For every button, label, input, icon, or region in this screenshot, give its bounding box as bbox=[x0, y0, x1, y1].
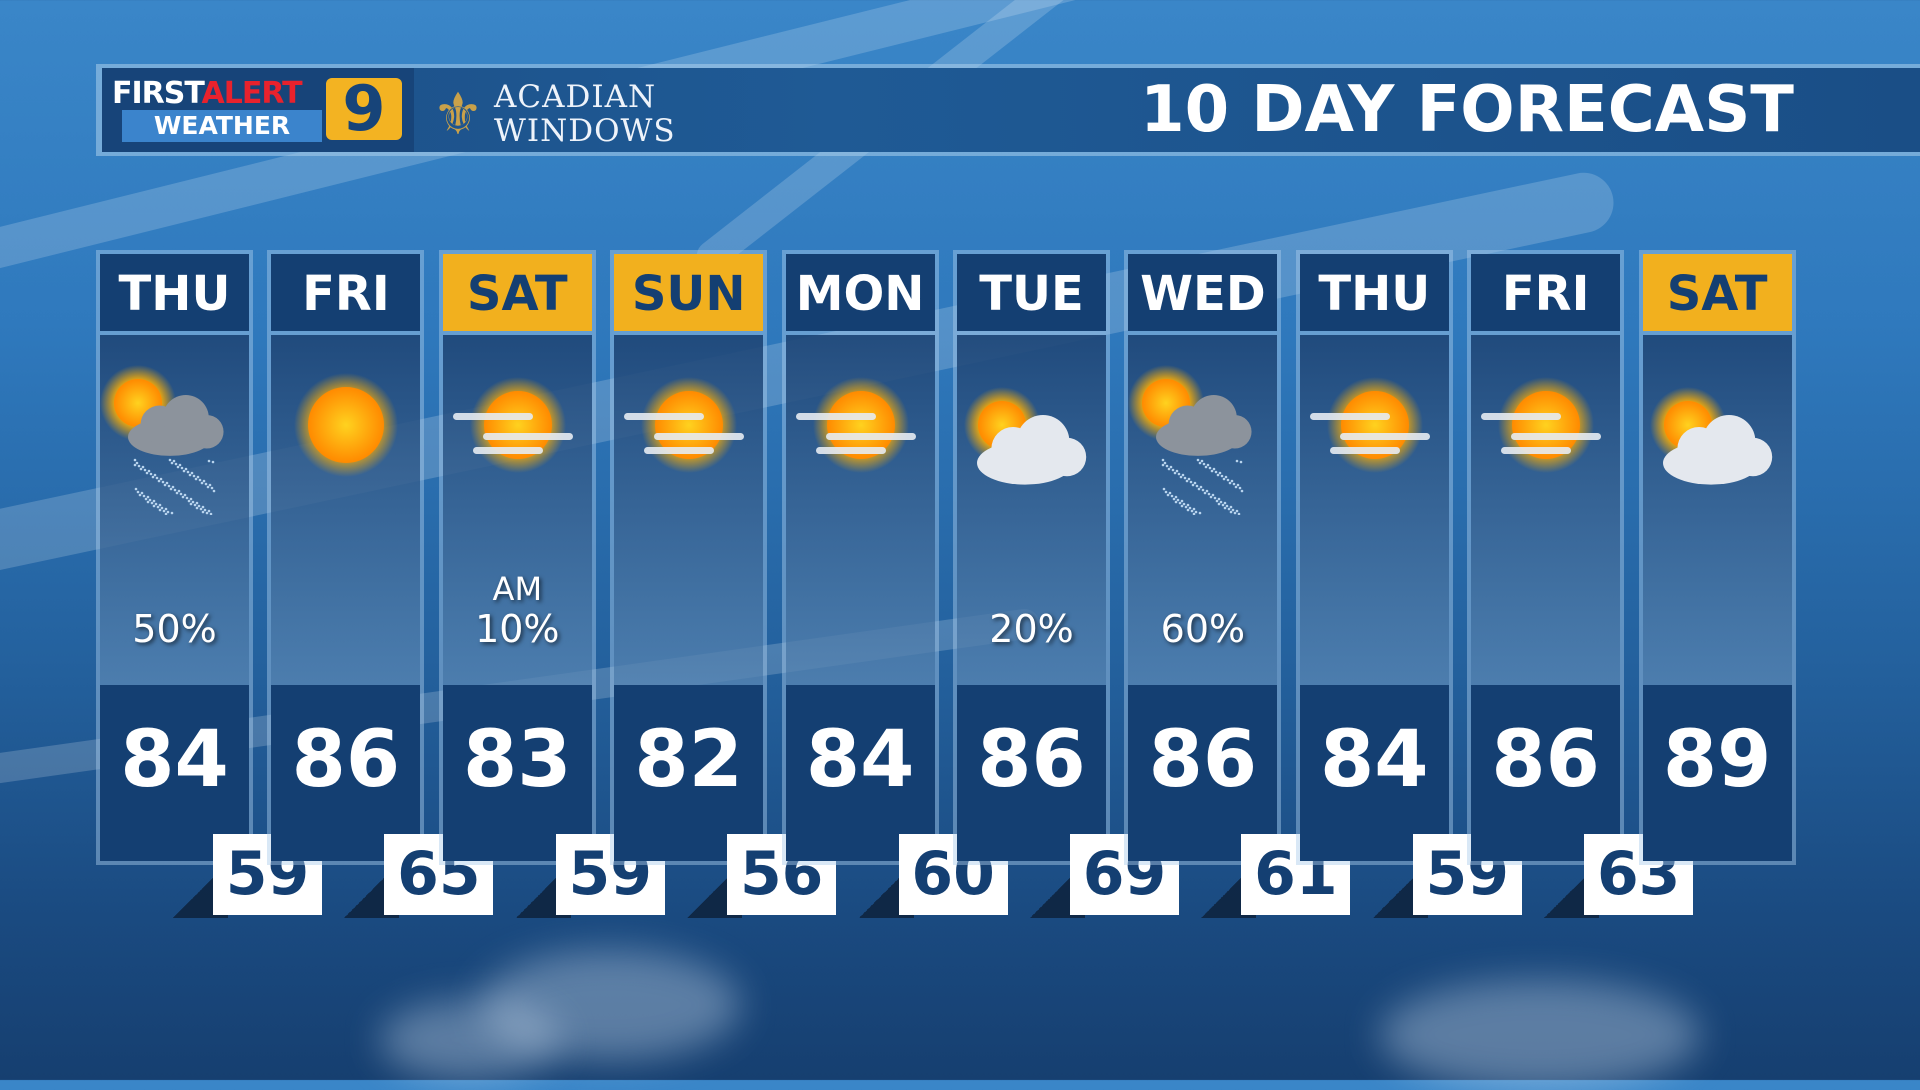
background-cloud bbox=[1380, 980, 1700, 1090]
conditions-panel bbox=[1642, 335, 1792, 685]
high-temp: 82 bbox=[614, 685, 764, 861]
precip-note: AM bbox=[492, 570, 543, 608]
logo-weather: WEATHER bbox=[122, 110, 322, 142]
day-column: THU 84 bbox=[1295, 250, 1453, 865]
day-label: WED bbox=[1128, 254, 1278, 331]
fleur-de-lis-icon: ⚜ bbox=[432, 80, 484, 148]
conditions-panel bbox=[1299, 335, 1449, 685]
day-label: TUE bbox=[957, 254, 1106, 331]
day-label: THU bbox=[1299, 254, 1449, 331]
high-temp: 84 bbox=[100, 685, 249, 861]
low-temp: 60 bbox=[898, 834, 1008, 915]
high-temp: 84 bbox=[1299, 685, 1449, 861]
conditions-panel: 60% bbox=[1128, 335, 1278, 685]
partly-sunny-showers-icon bbox=[100, 365, 249, 516]
conditions-panel bbox=[785, 335, 935, 685]
conditions-panel: 50% bbox=[100, 335, 249, 685]
title-bar: FIRSTALERT WEATHER 9 ⚜ ACADIAN WINDOWS 10… bbox=[96, 64, 1920, 156]
precip-value: 60% bbox=[1160, 607, 1246, 651]
partly-cloudy-icon bbox=[957, 365, 1106, 515]
high-temp: 86 bbox=[1128, 685, 1278, 861]
day-label: SUN bbox=[614, 254, 764, 331]
day-label: THU bbox=[100, 254, 249, 331]
low-temp: 65 bbox=[384, 834, 494, 915]
day-label: MON bbox=[785, 254, 935, 331]
precip-value: 10% bbox=[475, 607, 560, 651]
hazy-sun-icon bbox=[1471, 365, 1620, 515]
logo-channel: 9 bbox=[326, 78, 402, 140]
precip-value: 20% bbox=[989, 607, 1074, 651]
conditions-panel: 20% bbox=[957, 335, 1106, 685]
precip-chance: AM 10% bbox=[443, 569, 592, 649]
logo-alert: ALERT bbox=[201, 76, 303, 111]
partly-cloudy-icon bbox=[1643, 365, 1792, 515]
day-column: FRI 86 bbox=[1467, 250, 1625, 865]
page-title: 10 DAY FORECAST bbox=[1140, 73, 1794, 147]
logo-first: FIRST bbox=[112, 76, 202, 111]
high-temp: 89 bbox=[1642, 685, 1792, 861]
day-label: SAT bbox=[1642, 254, 1792, 331]
day-label: SAT bbox=[442, 254, 592, 331]
sunny-icon bbox=[271, 365, 420, 515]
station-logo: FIRSTALERT WEATHER 9 bbox=[102, 68, 414, 152]
day-column: SAT 89 bbox=[1638, 250, 1796, 865]
hazy-sun-icon bbox=[443, 365, 592, 515]
high-temp: 86 bbox=[1471, 685, 1621, 861]
conditions-panel bbox=[271, 335, 421, 685]
hazy-sun-icon bbox=[1300, 365, 1449, 515]
background-cloud bbox=[380, 1000, 560, 1080]
high-temp: 86 bbox=[957, 685, 1106, 861]
precip-value: 50% bbox=[132, 607, 217, 651]
high-temp: 84 bbox=[785, 685, 935, 861]
hazy-sun-icon bbox=[614, 365, 763, 515]
day-label: FRI bbox=[1471, 254, 1621, 331]
day-column: TUE 20% 86 bbox=[953, 250, 1110, 865]
high-temp: 83 bbox=[442, 685, 592, 861]
day-column: WED 60% 86 bbox=[1124, 250, 1282, 865]
sponsor-logo: ⚜ ACADIAN WINDOWS bbox=[432, 72, 676, 156]
day-column: SAT AM 10% 83 bbox=[438, 250, 596, 865]
day-column: THU 50% 84 bbox=[96, 250, 253, 865]
sponsor-line1: ACADIAN bbox=[494, 79, 657, 115]
day-column: FRI 86 bbox=[267, 250, 425, 865]
conditions-panel bbox=[1471, 335, 1621, 685]
hazy-sun-icon bbox=[786, 365, 935, 515]
conditions-panel: AM 10% bbox=[442, 335, 592, 685]
high-temp: 86 bbox=[271, 685, 421, 861]
day-column: MON 84 bbox=[781, 250, 939, 865]
precip-chance: 50% bbox=[100, 609, 249, 649]
precip-chance: 60% bbox=[1128, 609, 1277, 649]
day-column: SUN 82 bbox=[610, 250, 768, 865]
precip-chance: 20% bbox=[957, 609, 1106, 649]
background-cloud bbox=[480, 950, 740, 1060]
conditions-panel bbox=[614, 335, 764, 685]
partly-sunny-showers-icon bbox=[1128, 365, 1277, 516]
day-label: FRI bbox=[271, 254, 421, 331]
sponsor-line2: WINDOWS bbox=[494, 113, 676, 149]
